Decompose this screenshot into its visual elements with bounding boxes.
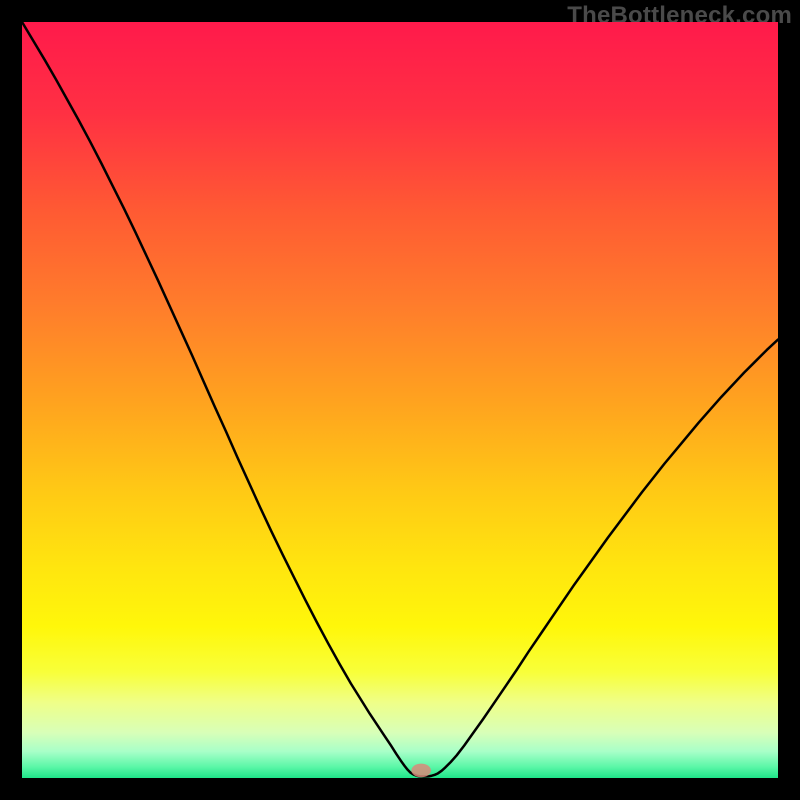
plot-area bbox=[22, 22, 778, 778]
bottleneck-figure: TheBottleneck.com bbox=[0, 0, 800, 800]
chart-svg bbox=[22, 22, 778, 778]
gradient-background bbox=[22, 22, 778, 778]
optimum-marker bbox=[411, 764, 431, 778]
